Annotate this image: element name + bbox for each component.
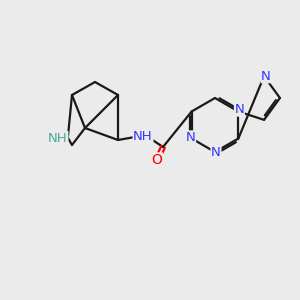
Text: N: N <box>211 146 221 160</box>
Text: N: N <box>186 131 196 144</box>
Text: N: N <box>235 103 244 116</box>
Text: NH: NH <box>133 130 153 143</box>
Text: NH: NH <box>48 131 68 145</box>
Text: O: O <box>152 153 162 167</box>
Text: N: N <box>261 70 271 83</box>
